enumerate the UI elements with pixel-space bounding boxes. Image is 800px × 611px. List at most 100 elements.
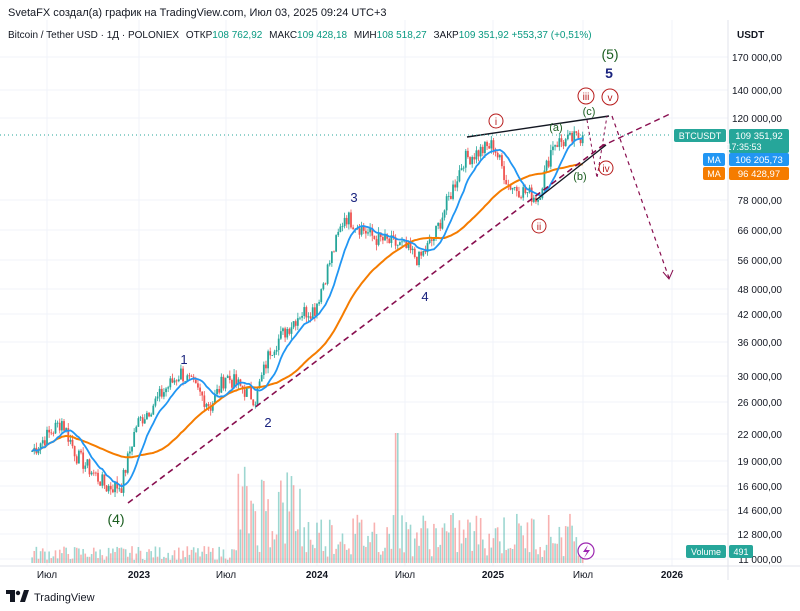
candle-body <box>422 250 425 256</box>
candle-body <box>452 184 454 199</box>
volume-bar <box>141 558 144 563</box>
volume-bar <box>44 551 46 563</box>
ma-fast-line <box>31 137 584 488</box>
volume-bar <box>564 526 567 563</box>
volume-bar <box>454 527 456 563</box>
candle-body <box>269 351 272 356</box>
volume-bar <box>37 558 40 563</box>
candle-body <box>526 192 529 194</box>
price-tick-label: 19 000,00 <box>738 457 783 468</box>
volume-bar <box>73 547 76 563</box>
volume-bar <box>341 533 344 563</box>
volume-bar <box>360 519 363 563</box>
candle-body <box>50 432 53 434</box>
volume-bar <box>284 543 286 563</box>
candle-body <box>326 264 329 284</box>
volume-bar <box>116 546 118 563</box>
volume-bar <box>175 559 178 563</box>
volume-bar <box>494 528 497 563</box>
volume-bar <box>352 518 354 563</box>
candle-body <box>501 155 503 167</box>
candle-body <box>367 232 369 234</box>
candle-body <box>205 404 208 407</box>
candle-body <box>350 212 352 228</box>
candle-body <box>139 417 142 419</box>
volume-bar <box>180 559 182 563</box>
price-tick-label: 120 000,00 <box>732 114 782 125</box>
svg-text:BTCUSDT: BTCUSDT <box>679 131 722 141</box>
candle-body <box>175 380 178 382</box>
volume-bar <box>90 554 93 563</box>
volume-bar <box>229 557 231 563</box>
projection-arrowhead <box>662 269 674 280</box>
volume-bar <box>65 547 67 563</box>
volume-bar <box>214 559 216 563</box>
lightning-icon[interactable] <box>577 542 595 560</box>
volume-bar <box>428 549 431 563</box>
svg-text:109 351,92: 109 351,92 <box>735 131 783 142</box>
candle-body <box>458 170 461 182</box>
candle-body <box>473 157 476 160</box>
symbol-title[interactable]: Bitcoin / Tether USD · 1Д · POLONIEX <box>8 30 180 41</box>
price-tick-label: 12 800,00 <box>738 530 783 541</box>
candle-body <box>407 242 410 248</box>
volume-bar <box>348 548 350 563</box>
volume-bar <box>333 553 335 563</box>
candle-body <box>486 142 488 147</box>
candle-body <box>507 184 510 186</box>
wave-label-big4: (4) <box>107 511 124 527</box>
volume-bar <box>294 531 297 563</box>
candle-body <box>141 417 144 424</box>
tradingview-footer[interactable]: TradingView <box>6 590 95 605</box>
bottom-wedge-line <box>535 144 607 201</box>
volume-bar <box>243 466 246 563</box>
volume-bar <box>507 548 510 563</box>
candle-body <box>373 235 376 240</box>
candle-body <box>573 131 576 142</box>
volume-bar <box>481 539 484 563</box>
candle-body <box>313 307 316 316</box>
candle-body <box>554 145 556 147</box>
volume-bar <box>337 544 340 563</box>
candle-body <box>186 375 189 382</box>
volume-bar <box>267 499 269 563</box>
volume-bar <box>48 551 50 563</box>
candle-body <box>496 152 499 158</box>
candle-body <box>360 226 363 235</box>
volume-bar <box>467 519 469 563</box>
volume-bar <box>192 547 195 563</box>
wave-label-2: 2 <box>264 415 271 430</box>
candle-body <box>245 387 248 397</box>
wave-label-3: 3 <box>350 190 357 205</box>
high-label: МАКС <box>269 30 298 41</box>
volume-bar <box>530 518 533 563</box>
volume-bar <box>326 556 329 563</box>
volume-bar <box>409 524 412 563</box>
candle-body <box>450 195 452 199</box>
volume-bar <box>435 528 437 563</box>
candle-body <box>384 234 386 241</box>
volume-bar <box>173 550 176 563</box>
volume-bar <box>248 533 250 563</box>
subwave-ii-marker: ii <box>531 218 547 234</box>
volume-bar <box>458 520 461 563</box>
subwave-v-label: v <box>608 93 613 104</box>
volume-bar <box>137 547 140 563</box>
upper-trendline <box>599 112 673 148</box>
candle-body <box>562 141 565 147</box>
volume-bar <box>413 538 416 563</box>
wave-label-b: (b) <box>573 171 586 183</box>
volume-bar <box>331 525 333 563</box>
volume-bar <box>286 472 289 563</box>
volume-bar <box>575 537 578 563</box>
volume-bar <box>362 545 365 563</box>
candle-body <box>165 388 167 393</box>
candle-body <box>73 446 76 457</box>
volume-bar <box>469 522 471 563</box>
volume-bar <box>258 551 261 563</box>
candle-body <box>394 237 397 246</box>
volume-bar <box>201 551 203 563</box>
volume-bar <box>579 553 582 563</box>
candle-body <box>254 404 257 406</box>
